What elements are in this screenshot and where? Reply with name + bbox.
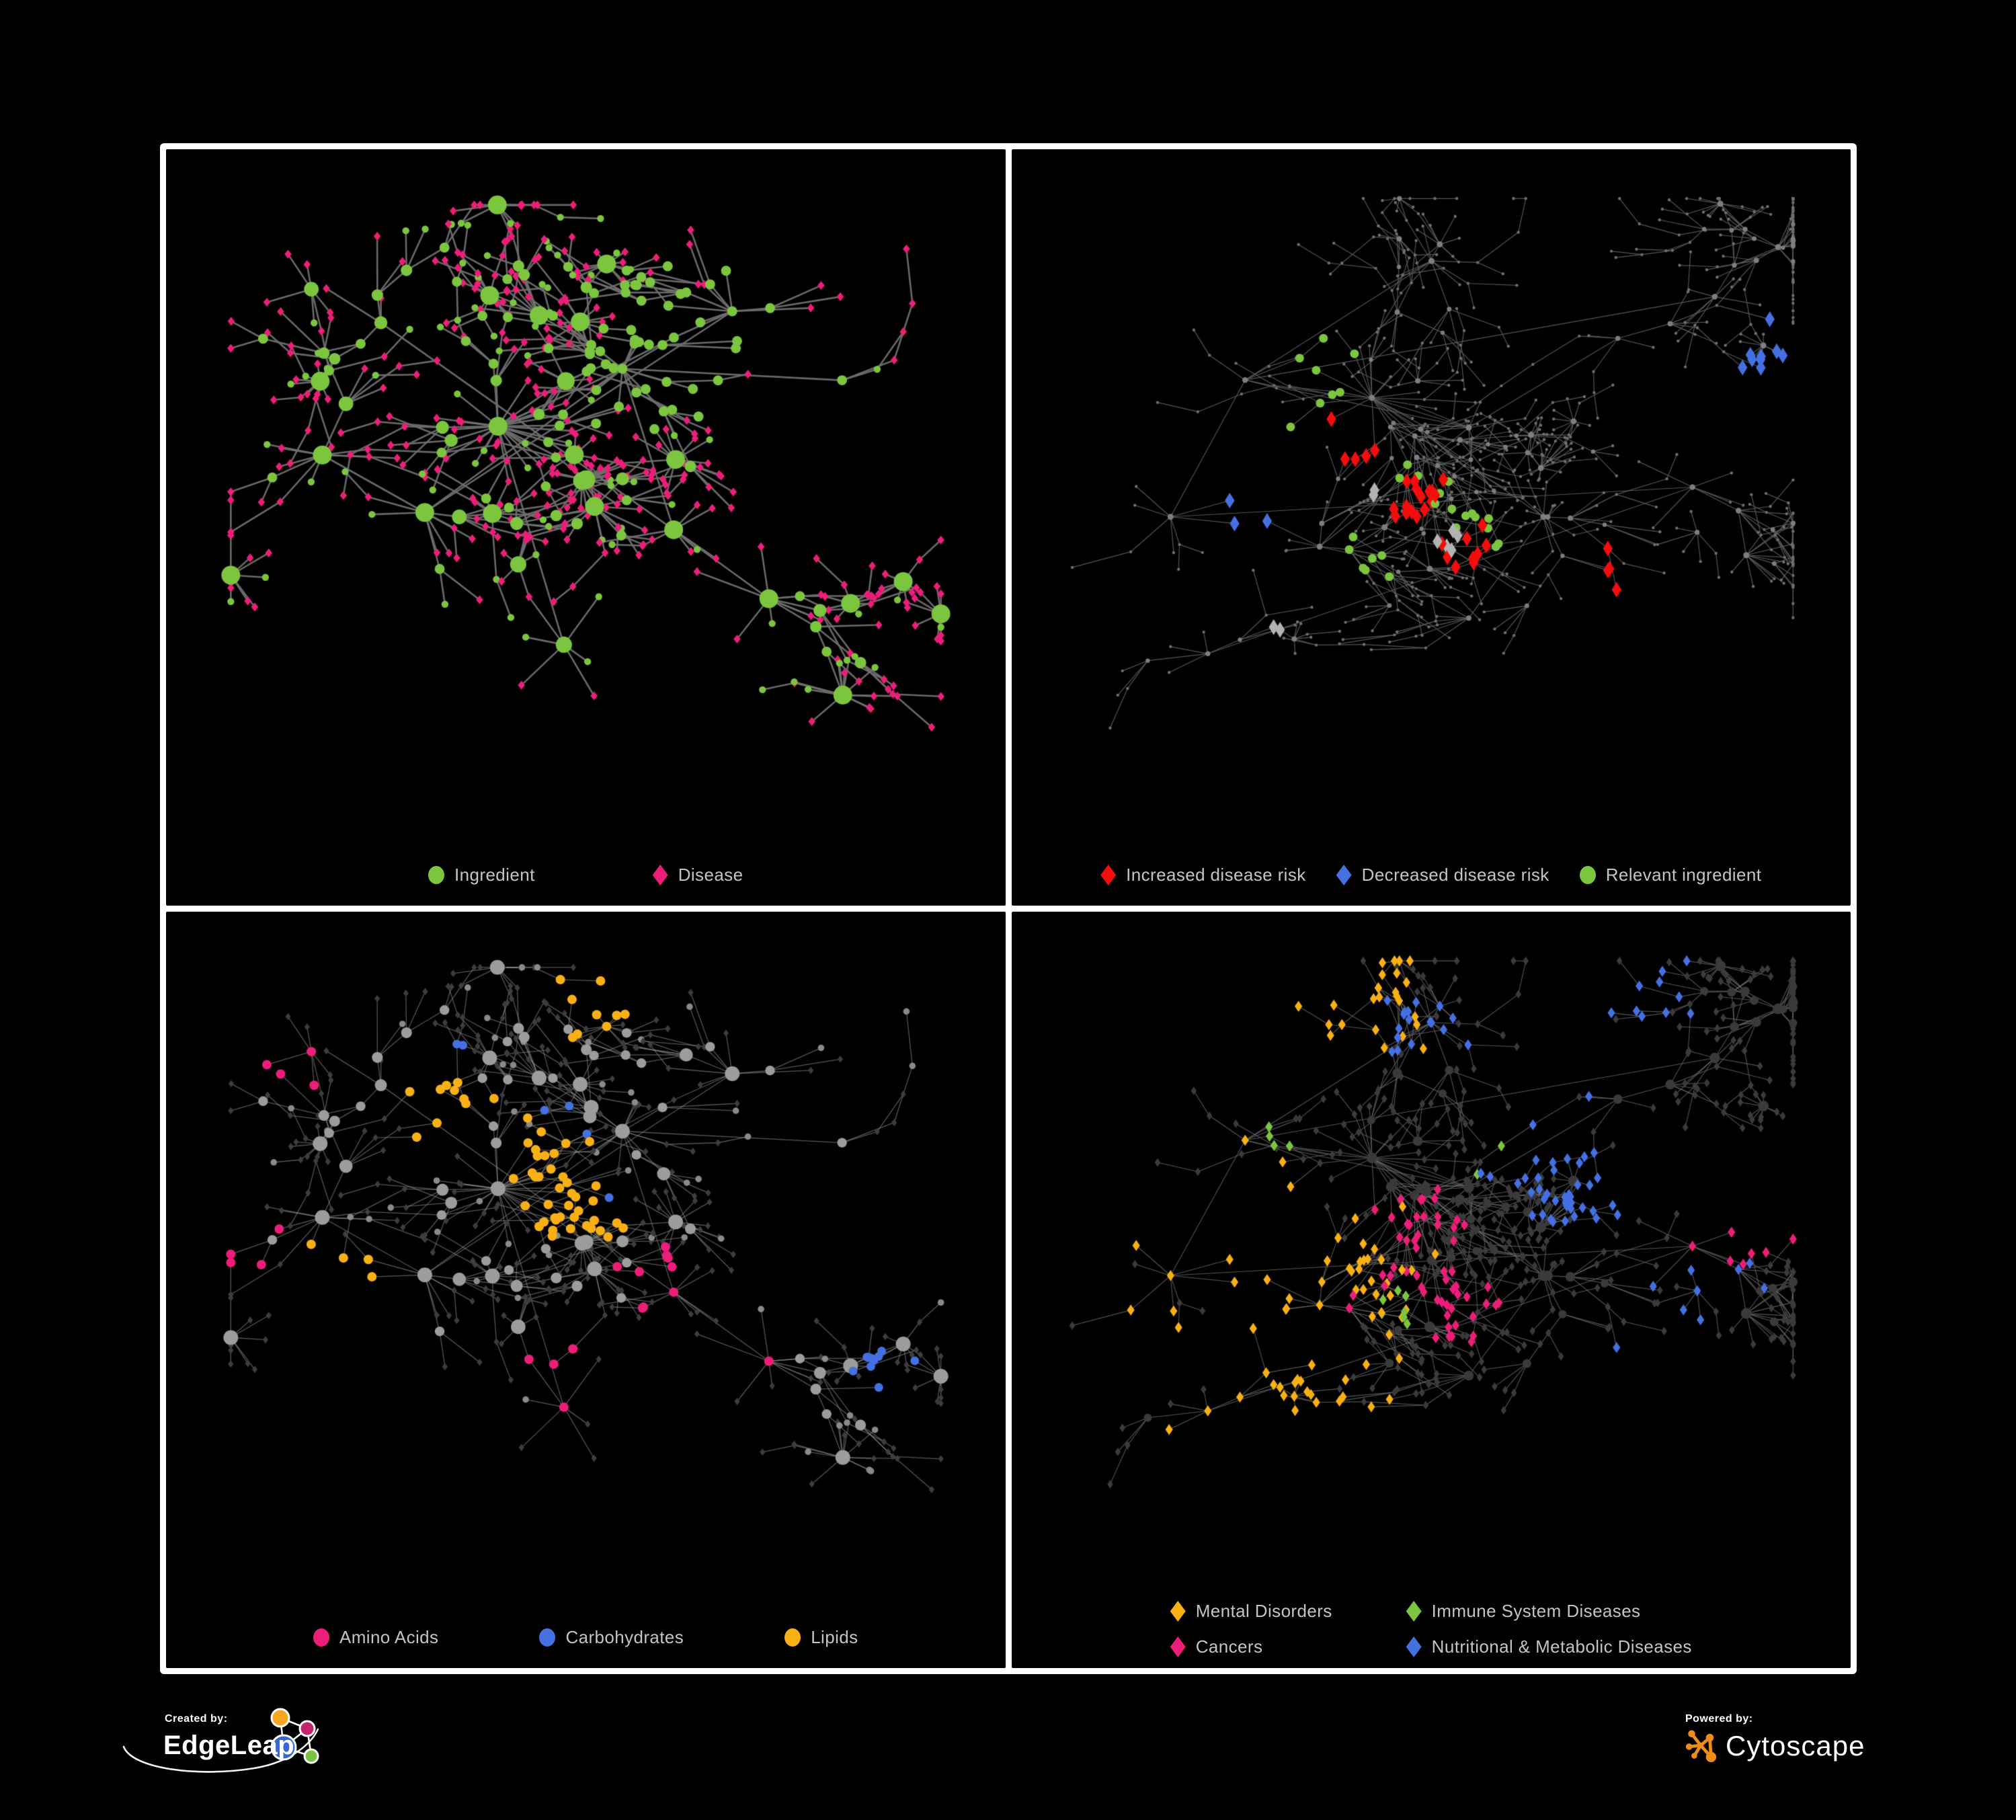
legend-item: Increased disease risk: [1100, 865, 1305, 885]
edgeleap-wordmark: EdgeLeap: [163, 1731, 295, 1760]
legend-item: Cancers: [1170, 1636, 1332, 1657]
disease-category-network-canvas: [1011, 912, 1851, 1668]
ingredient-disease-network-canvas: [166, 149, 1006, 906]
diamond-swatch-icon: [652, 865, 668, 885]
diamond-swatch-icon: [1336, 865, 1352, 885]
legend-disease-categories: Mental Disorders Immune System Diseases Ca…: [1170, 1601, 1692, 1657]
legend-label: Mental Disorders: [1195, 1601, 1332, 1621]
cytoscape-logo-icon: [1685, 1730, 1717, 1763]
legend-label: Increased disease risk: [1126, 865, 1306, 885]
diamond-swatch-icon: [1406, 1636, 1422, 1657]
cytoscape-logo-row: Cytoscape: [1684, 1727, 1865, 1766]
panel-nutrient-classes: Amino Acids Carbohydrates Lipids: [166, 912, 1006, 1668]
circle-swatch-icon: [1579, 866, 1596, 884]
powered-by-label: Powered by:: [1685, 1713, 1753, 1725]
legend-item: Relevant ingredient: [1579, 865, 1762, 885]
diamond-swatch-icon: [1100, 865, 1117, 885]
legend-item: Carbohydrates: [539, 1627, 684, 1648]
legend-label: Disease: [678, 865, 743, 885]
legend-item: Decreased disease risk: [1336, 865, 1549, 885]
legend-label: Nutritional & Metabolic Diseases: [1431, 1636, 1692, 1657]
edgeleap-logo-icon: [122, 1708, 319, 1773]
legend-label: Amino Acids: [339, 1627, 439, 1647]
panel-disease-risk: Increased disease risk Decreased disease …: [1011, 149, 1851, 906]
edgeleap-credit: Created by: EdgeLeap: [121, 1706, 329, 1784]
cytoscape-credit: Powered by:: [1684, 1708, 1872, 1775]
legend-item: Immune System Diseases: [1406, 1601, 1692, 1622]
legend-item: Ingredient: [428, 865, 535, 885]
diamond-swatch-icon: [1170, 1601, 1186, 1622]
cytoscape-wordmark: Cytoscape: [1726, 1730, 1865, 1762]
panel-ingredient-disease: Ingredient Disease: [166, 149, 1006, 906]
legend-item: Mental Disorders: [1170, 1601, 1332, 1622]
legend-label: Cancers: [1195, 1636, 1263, 1657]
circle-swatch-icon: [784, 1628, 801, 1647]
legend-disease-risk: Increased disease risk Decreased disease …: [1012, 865, 1851, 885]
panel-disease-categories: Mental Disorders Immune System Diseases Ca…: [1011, 912, 1851, 1668]
legend-item: Disease: [652, 865, 743, 885]
panel-grid: Ingredient Disease Increased disease risk…: [160, 143, 1857, 1674]
diamond-swatch-icon: [1170, 1636, 1186, 1657]
legend-item: Amino Acids: [313, 1627, 438, 1648]
disease-risk-network-canvas: [1011, 149, 1851, 906]
legend-label: Ingredient: [454, 865, 535, 885]
legend-nutrient-classes: Amino Acids Carbohydrates Lipids: [166, 1627, 1006, 1648]
legend-label: Immune System Diseases: [1431, 1601, 1641, 1621]
nutrient-class-network-canvas: [166, 912, 1006, 1668]
legend-label: Relevant ingredient: [1605, 865, 1762, 885]
legend-label: Lipids: [811, 1627, 858, 1647]
circle-swatch-icon: [313, 1628, 329, 1647]
diamond-swatch-icon: [1406, 1601, 1422, 1622]
legend-item: Nutritional & Metabolic Diseases: [1406, 1636, 1692, 1657]
circle-swatch-icon: [428, 866, 445, 884]
legend-label: Carbohydrates: [565, 1627, 684, 1647]
legend-item: Lipids: [784, 1627, 858, 1648]
legend-label: Decreased disease risk: [1361, 865, 1549, 885]
circle-swatch-icon: [539, 1628, 556, 1647]
created-by-label: Created by:: [165, 1713, 228, 1725]
legend-ingredient-disease: Ingredient Disease: [166, 865, 1006, 885]
